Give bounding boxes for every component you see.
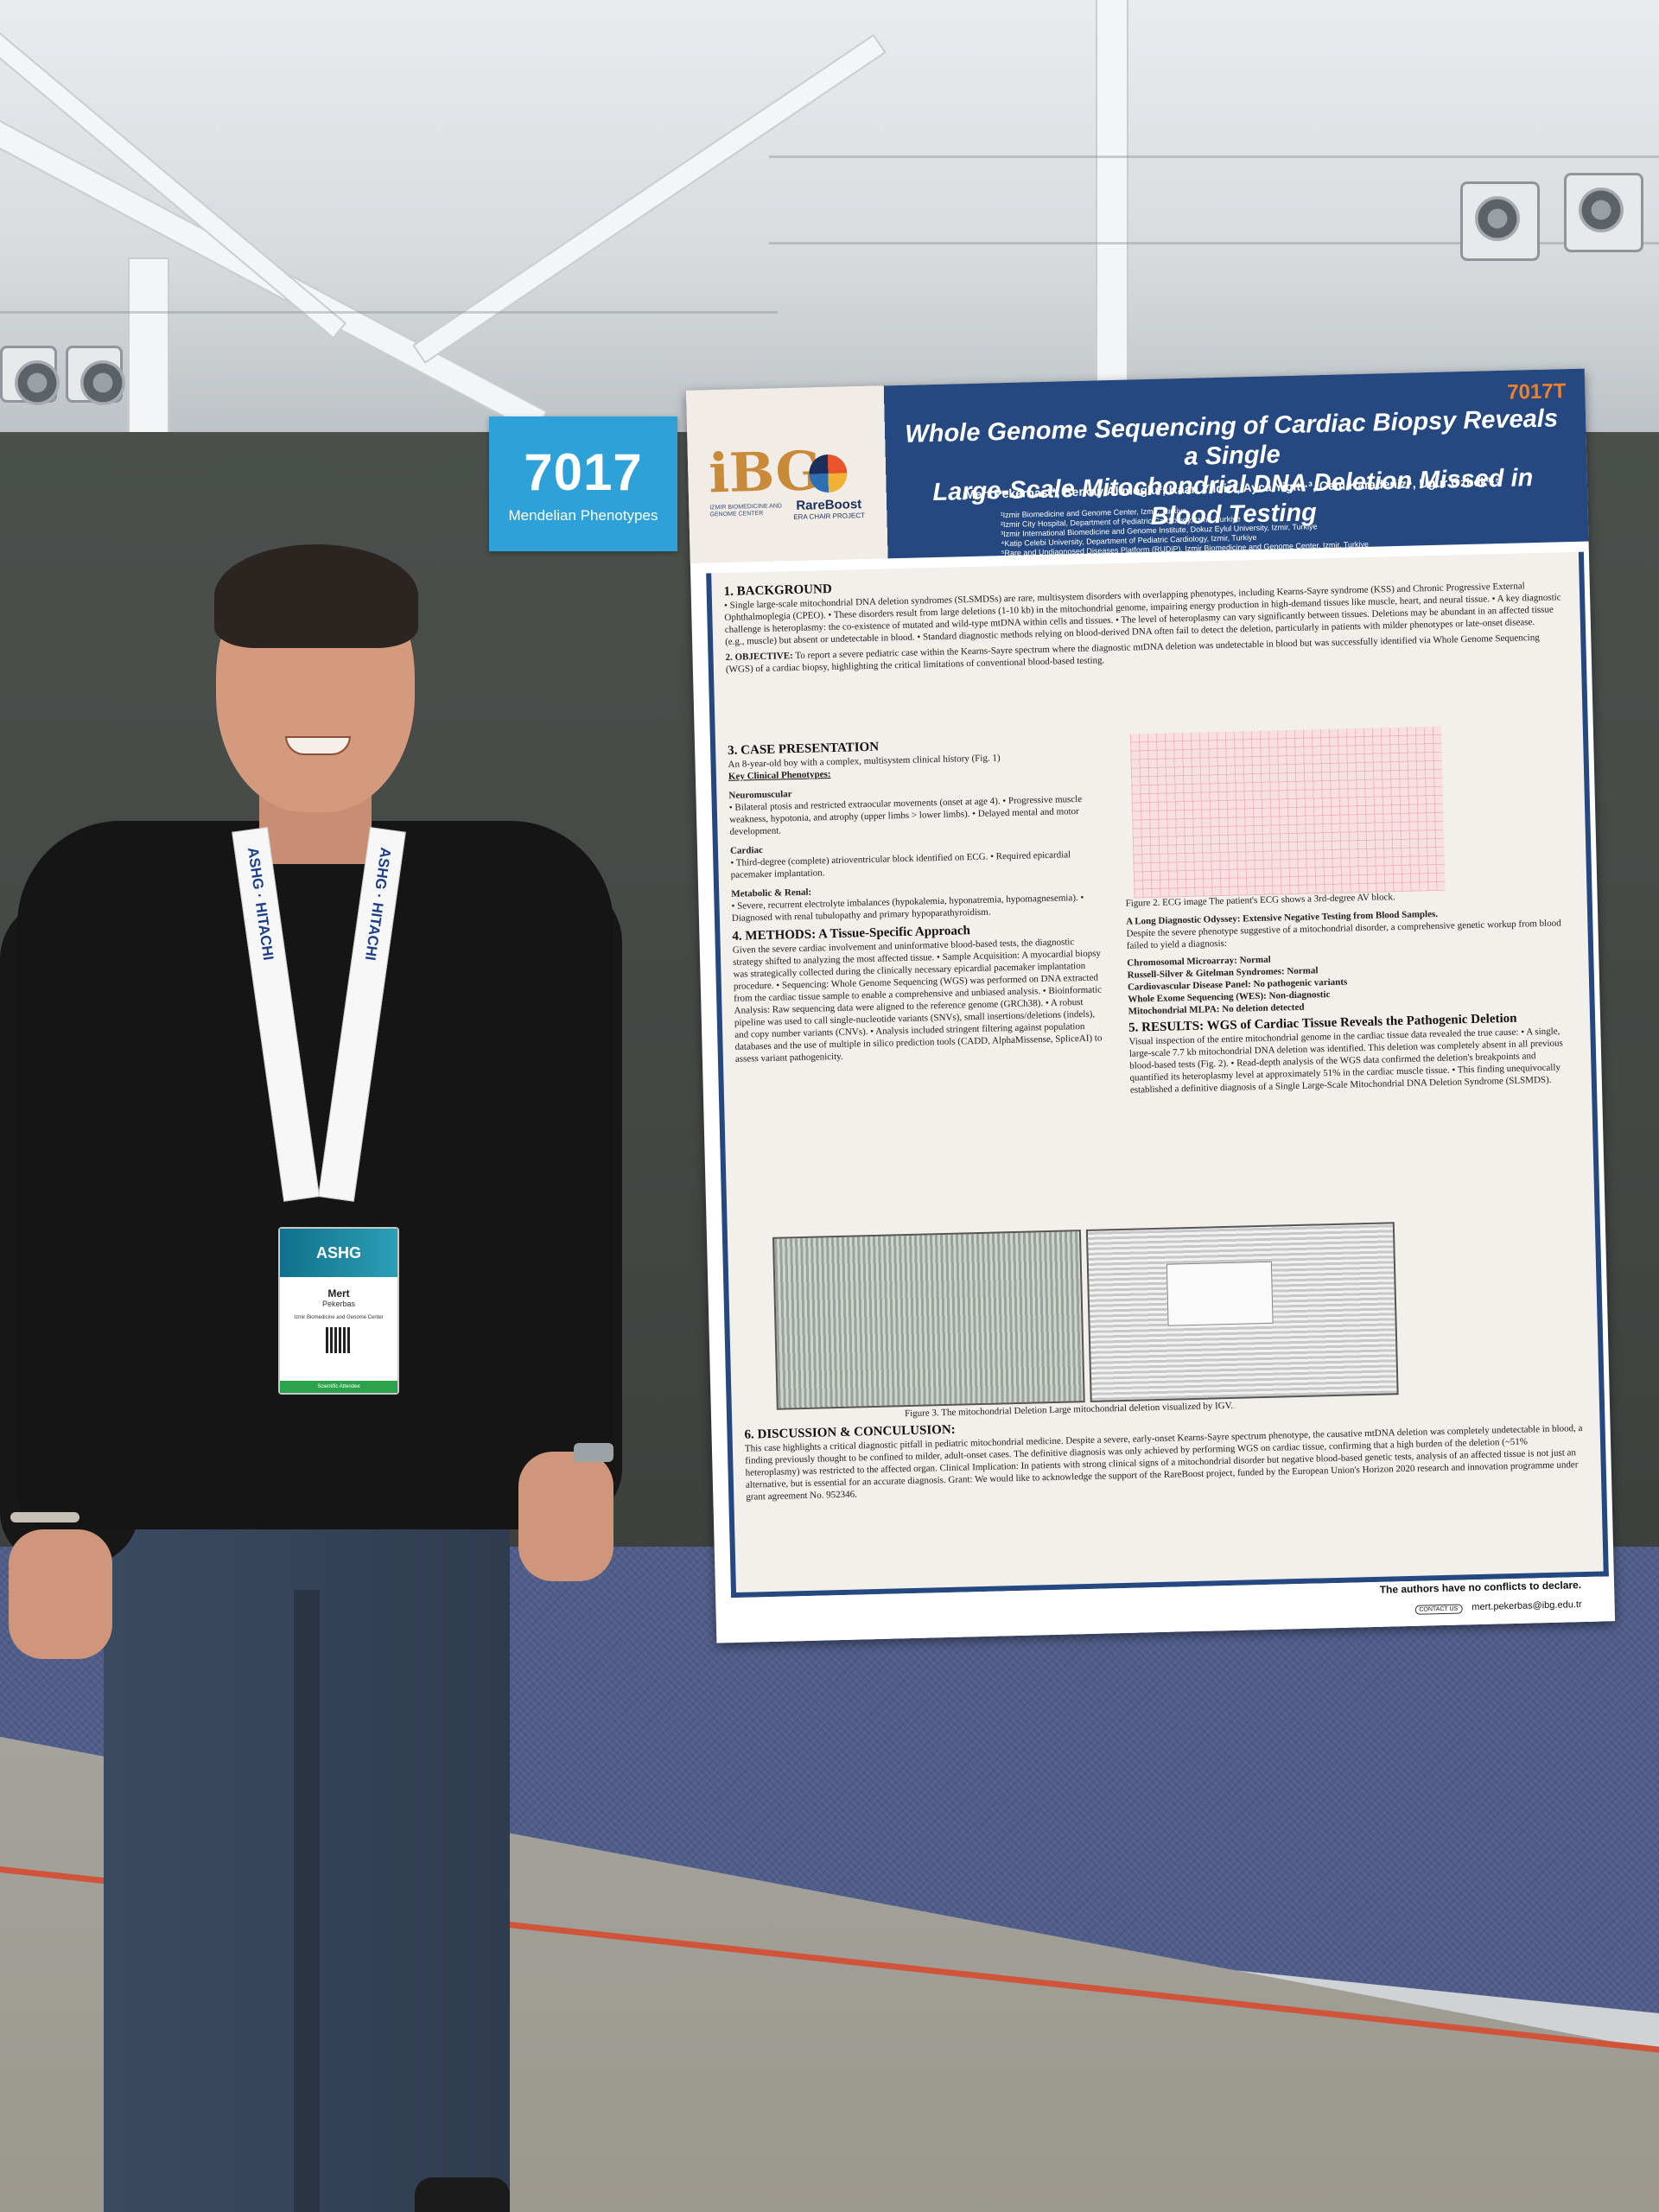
igv-panel-right <box>1085 1222 1399 1402</box>
badge-last-name: Pekerbas <box>321 1300 356 1308</box>
ceiling-truss <box>130 259 168 432</box>
poster-code: 7017T <box>1506 379 1567 404</box>
ceiling-vent <box>1460 181 1540 261</box>
objective-title: 2. OBJECTIVE: <box>725 651 793 663</box>
rareboost-logo: RareBoost ERA CHAIR PROJECT <box>785 454 873 521</box>
poster-right-column: Figure 2. ECG image The patient's ECG sh… <box>1122 723 1571 1096</box>
badge-first-name: Mert <box>327 1287 350 1300</box>
badge-qr-code <box>326 1327 352 1353</box>
contact-line: CONTACT US mert.pekerbas@ibg.edu.tr <box>1414 1599 1582 1615</box>
ecg-figure <box>1129 726 1446 899</box>
ceiling-panel-line <box>769 156 1659 158</box>
bracelet <box>10 1512 79 1522</box>
ceiling-vent <box>0 346 60 405</box>
badge-attendee-type: Scientific Attendee <box>280 1381 397 1393</box>
poster-body: 1. BACKGROUND • Single large-scale mitoc… <box>706 551 1609 1599</box>
wristwatch <box>574 1443 613 1462</box>
booth-number-sign: 7017 Mendelian Phenotypes <box>489 416 677 551</box>
ceiling-truss <box>0 35 345 337</box>
ceiling-panel-line <box>769 242 1659 245</box>
igv-figure <box>772 1222 1399 1410</box>
background-section: 1. BACKGROUND • Single large-scale mitoc… <box>724 564 1564 676</box>
presenter: ASHG · HITACHI ASHG · HITACHI ASHG Mert … <box>0 536 657 2212</box>
contact-chip: CONTACT US <box>1414 1604 1463 1615</box>
methods-text: Given the severe cardiac involvement and… <box>732 937 1103 1065</box>
lanyard-right-text: ASHG · HITACHI <box>361 846 394 962</box>
poster-left-column: 3. CASE PRESENTATION An 8-year-old boy w… <box>728 734 1107 1065</box>
ceiling-panel-line <box>0 311 778 314</box>
presenter-smile <box>285 736 351 755</box>
igv-deletion-gap <box>1166 1261 1274 1326</box>
research-poster: 7017T iBG IZMIR BIOMEDICINE AND GENOME C… <box>686 368 1616 1643</box>
rareboost-logo-icon <box>808 454 848 493</box>
test-list: Chromosomal Microarray: Normal Russell-S… <box>1127 946 1569 1017</box>
presenter-hair <box>214 544 418 648</box>
presenter-shoe <box>415 2177 510 2212</box>
booth-number: 7017 <box>524 443 643 501</box>
conference-badge: ASHG Mert Pekerbas Izmir Biomedicine and… <box>278 1227 399 1395</box>
ceiling-truss <box>1097 0 1127 397</box>
presenter-leg-gap <box>294 1590 320 2212</box>
ceiling-vent <box>1564 173 1643 252</box>
contact-email: mert.pekerbas@ibg.edu.tr <box>1471 1599 1582 1613</box>
lanyard-left-text: ASHG · HITACHI <box>245 846 277 962</box>
conflict-statement: The authors have no conflicts to declare… <box>1379 1579 1582 1596</box>
discussion-section: 6. DISCUSSION & CONCULUSION: This case h… <box>744 1408 1584 1503</box>
results-text: Visual inspection of the entire mitochon… <box>1128 1026 1564 1096</box>
ceiling-vent <box>66 346 125 405</box>
presenter-left-hand <box>9 1529 112 1659</box>
poster-header: 7017T iBG IZMIR BIOMEDICINE AND GENOME C… <box>686 368 1589 563</box>
rareboost-sub: ERA CHAIR PROJECT <box>793 511 866 522</box>
booth-topic: Mendelian Phenotypes <box>508 507 658 524</box>
presenter-right-hand <box>518 1452 613 1581</box>
igv-panel-left <box>772 1230 1085 1410</box>
badge-event-logo: ASHG <box>280 1229 397 1277</box>
badge-organization: Izmir Biomedicine and Genome Center <box>294 1315 384 1320</box>
